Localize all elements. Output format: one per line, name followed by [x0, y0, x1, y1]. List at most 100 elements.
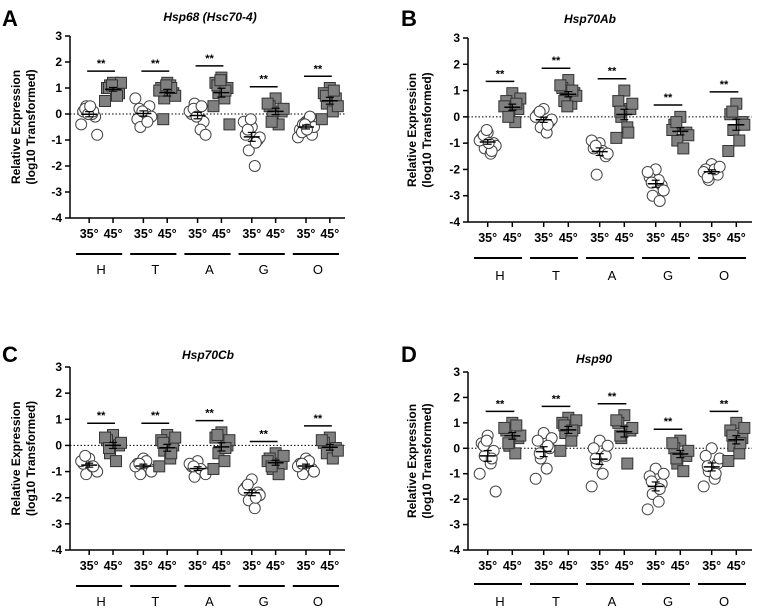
group-label: A	[205, 262, 214, 277]
data-point-35	[489, 485, 502, 498]
x-tick-label: 45°	[320, 559, 339, 573]
data-point-45	[666, 437, 679, 450]
data-point-35	[590, 168, 603, 181]
y-axis-label-line2: (log10 Transformed)	[420, 72, 434, 187]
data-point-45	[670, 116, 683, 129]
x-tick-label: 45°	[158, 227, 177, 241]
y-tick-label: 1	[453, 84, 460, 98]
significance-label: **	[97, 58, 106, 70]
y-tick-label: 0	[453, 441, 460, 455]
panel-letter: A	[2, 6, 18, 31]
data-point-35	[129, 92, 142, 105]
data-point-35	[141, 115, 154, 128]
data-point-45	[622, 126, 635, 139]
data-point-35	[533, 105, 546, 118]
data-point-45	[99, 95, 112, 107]
x-tick-label: 35°	[702, 231, 721, 245]
data-point-45	[111, 89, 124, 102]
data-point-45	[99, 431, 112, 444]
y-tick-label: 0	[55, 107, 62, 121]
y-tick-label: -3	[51, 185, 62, 199]
data-point-35	[641, 166, 654, 179]
data-point-35	[540, 462, 553, 475]
group-label: G	[259, 594, 269, 608]
x-tick-label: 35°	[646, 231, 665, 245]
significance-label: **	[259, 74, 268, 86]
x-tick-label: 35°	[242, 559, 261, 573]
data-point-45	[670, 452, 683, 465]
y-tick-label: -4	[51, 543, 62, 557]
data-point-45	[272, 468, 285, 481]
x-tick-label: 35°	[242, 227, 261, 241]
data-point-45	[509, 447, 522, 460]
y-tick-label: -4	[449, 543, 460, 557]
x-tick-label: 45°	[266, 227, 285, 241]
y-tick-label: 2	[453, 390, 460, 404]
y-axis-label-line2: (log10 Transformed)	[24, 401, 38, 516]
group-label: A	[608, 594, 617, 608]
data-point-45	[554, 444, 567, 457]
y-tick-label: 1	[453, 416, 460, 430]
significance-label: **	[608, 391, 617, 403]
x-tick-label: 45°	[727, 231, 746, 245]
data-point-35	[241, 478, 254, 491]
y-tick-label: 3	[453, 31, 460, 45]
data-point-45	[502, 437, 515, 450]
x-tick-label: 45°	[671, 231, 690, 245]
data-point-35	[248, 502, 261, 515]
significance-label: **	[205, 53, 214, 65]
data-point-35	[473, 467, 486, 480]
x-tick-label: 35°	[297, 559, 316, 573]
data-point-45	[510, 419, 523, 432]
x-tick-label: 45°	[212, 227, 231, 241]
significance-label: **	[664, 416, 673, 428]
significance-label: **	[151, 410, 160, 422]
data-point-45	[726, 105, 739, 118]
data-point-35	[601, 439, 614, 452]
panel-title: Hsp70Cb	[182, 348, 234, 362]
data-point-35	[480, 434, 493, 447]
y-tick-label: 3	[55, 29, 62, 43]
data-point-45	[618, 84, 631, 97]
data-point-45	[722, 455, 735, 467]
data-point-35	[244, 113, 257, 126]
x-tick-label: 45°	[104, 559, 123, 573]
x-tick-label: 35°	[534, 231, 553, 245]
data-point-45	[610, 131, 623, 144]
data-point-35	[587, 442, 600, 455]
x-tick-label: 35°	[478, 559, 497, 573]
data-point-35	[300, 123, 313, 136]
y-tick-label: -2	[51, 491, 62, 505]
significance-label: **	[664, 92, 673, 104]
y-tick-label: 2	[453, 57, 460, 71]
data-point-45	[315, 113, 328, 126]
data-point-45	[610, 414, 623, 427]
data-point-35	[697, 480, 710, 493]
x-tick-label: 35°	[134, 227, 153, 241]
data-point-45	[331, 100, 344, 113]
data-point-35	[657, 184, 670, 197]
y-axis-label: Relative Expression	[9, 401, 23, 515]
data-point-45	[110, 455, 123, 468]
data-point-35	[199, 128, 212, 141]
x-tick-label: 35°	[702, 559, 721, 573]
significance-label: **	[151, 58, 160, 70]
data-point-45	[738, 421, 751, 434]
group-label: O	[313, 262, 323, 277]
data-point-45	[626, 97, 639, 110]
y-axis-label: Relative Expression	[405, 73, 419, 187]
x-tick-label: 45°	[266, 559, 285, 573]
panel-b: B Hsp70Ab Relative Expression (log10 Transf…	[401, 6, 752, 283]
data-point-45	[614, 105, 627, 118]
data-point-35	[601, 147, 614, 160]
x-tick-label: 45°	[158, 559, 177, 573]
x-tick-label: 45°	[615, 231, 634, 245]
data-point-45	[207, 462, 220, 475]
data-point-45	[218, 455, 231, 468]
significance-label: **	[314, 413, 323, 425]
y-tick-label: -1	[51, 465, 62, 479]
data-point-45	[207, 100, 220, 113]
data-point-45	[677, 465, 690, 478]
y-axis-label-line2: (log10 Transformed)	[24, 69, 38, 184]
